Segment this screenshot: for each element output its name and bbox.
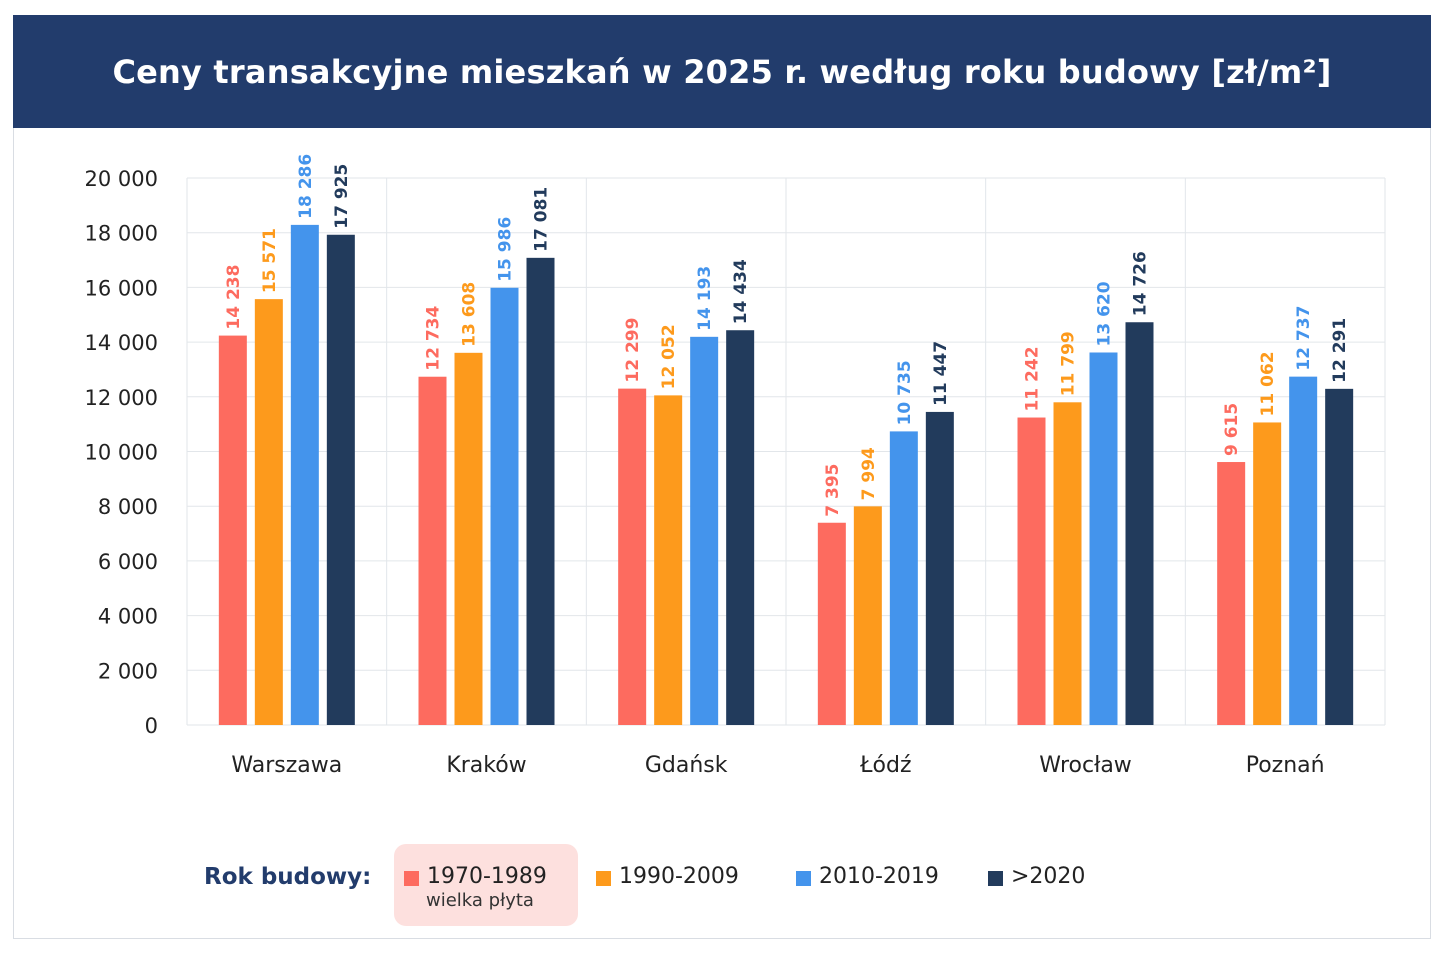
bar-value-label: 7 395 xyxy=(823,464,843,517)
bar xyxy=(490,287,519,725)
bar xyxy=(1325,388,1354,725)
legend-label: >2020 xyxy=(1011,864,1086,889)
legend-swatch xyxy=(988,871,1003,886)
x-category-label: Gdańsk xyxy=(645,753,728,778)
legend-swatch xyxy=(404,871,419,886)
bar-value-label: 12 299 xyxy=(623,318,643,383)
bar-value-label: 17 925 xyxy=(332,164,352,229)
bar xyxy=(254,299,283,725)
bar-value-label: 13 608 xyxy=(460,282,480,347)
bar-value-label: 13 620 xyxy=(1095,281,1115,346)
legend-swatch xyxy=(796,871,811,886)
legend-label: 1970-1989 xyxy=(427,864,547,889)
chart-header: Ceny transakcyjne mieszkań w 2025 r. wed… xyxy=(13,15,1431,128)
bar xyxy=(290,224,319,725)
bar xyxy=(418,376,447,725)
bar xyxy=(218,335,247,725)
legend-item-2020-plus: >2020 xyxy=(988,864,1085,889)
bar-value-label: 7 994 xyxy=(859,447,879,500)
bar xyxy=(889,431,918,725)
bar xyxy=(1125,322,1154,725)
chart-frame xyxy=(13,15,1431,939)
bar-value-label: 9 615 xyxy=(1222,403,1242,456)
legend-item-2010-2019: 2010-2019 xyxy=(796,864,939,889)
bar xyxy=(526,257,555,725)
bar xyxy=(326,234,355,725)
bar-value-label: 11 242 xyxy=(1023,346,1043,411)
bar-value-label: 12 734 xyxy=(424,305,444,370)
bar-value-label: 14 726 xyxy=(1131,251,1151,316)
bar xyxy=(454,352,483,725)
bar-value-label: 14 434 xyxy=(731,259,751,324)
y-tick-label: 18 000 xyxy=(85,222,158,246)
legend-sublabel: wielka płyta xyxy=(426,890,534,911)
legend-label: 1990-2009 xyxy=(619,864,739,889)
bar xyxy=(726,330,755,725)
bar-value-label: 12 291 xyxy=(1330,318,1350,383)
legend-highlight xyxy=(394,844,578,926)
y-tick-label: 12 000 xyxy=(85,386,158,410)
bar-value-label: 15 986 xyxy=(496,217,516,282)
y-tick-label: 20 000 xyxy=(85,167,158,191)
y-tick-label: 8 000 xyxy=(98,495,158,519)
y-tick-label: 2 000 xyxy=(98,659,158,683)
x-category-label: Kraków xyxy=(446,753,526,778)
y-tick-label: 10 000 xyxy=(85,441,158,465)
y-tick-label: 0 xyxy=(145,714,158,738)
bar-value-label: 18 286 xyxy=(296,154,316,219)
bar-value-label: 14 193 xyxy=(695,266,715,331)
bar xyxy=(817,522,846,725)
bar-value-label: 11 799 xyxy=(1059,331,1079,396)
y-tick-label: 6 000 xyxy=(98,550,158,574)
x-category-label: Wrocław xyxy=(1039,753,1132,778)
y-tick-label: 14 000 xyxy=(85,331,158,355)
bar xyxy=(654,395,683,725)
legend-item-1970-1989: 1970-1989 xyxy=(404,864,547,889)
bar-value-label: 15 571 xyxy=(260,228,280,293)
bar xyxy=(1253,422,1282,725)
bar xyxy=(925,411,954,725)
y-tick-label: 16 000 xyxy=(85,276,158,300)
bar-value-label: 14 238 xyxy=(224,265,244,330)
x-category-label: Łódź xyxy=(859,753,911,778)
bar-value-label: 12 052 xyxy=(659,324,679,389)
x-category-label: Warszawa xyxy=(231,753,342,778)
legend-label: 2010-2019 xyxy=(819,864,939,889)
bar-value-label: 12 737 xyxy=(1294,306,1314,371)
y-tick-label: 4 000 xyxy=(98,605,158,629)
bar xyxy=(1289,376,1318,725)
bar xyxy=(853,506,882,725)
chart-title: Ceny transakcyjne mieszkań w 2025 r. wed… xyxy=(112,52,1332,91)
bar xyxy=(618,388,647,725)
bar xyxy=(1017,417,1046,725)
bar-value-label: 17 081 xyxy=(532,187,552,252)
bar xyxy=(1217,462,1246,725)
legend-swatch xyxy=(596,871,611,886)
legend-item-1990-2009: 1990-2009 xyxy=(596,864,739,889)
bar xyxy=(690,336,719,725)
bar xyxy=(1089,352,1118,725)
x-category-label: Poznań xyxy=(1246,753,1325,778)
bar-value-label: 10 735 xyxy=(895,360,915,425)
bar xyxy=(1053,402,1082,725)
bar-value-label: 11 062 xyxy=(1258,351,1278,416)
legend: Rok budowy: 1970-1989 wielka płyta 1990-… xyxy=(204,844,1204,926)
bar-value-label: 11 447 xyxy=(931,341,951,406)
legend-title: Rok budowy: xyxy=(204,864,372,890)
